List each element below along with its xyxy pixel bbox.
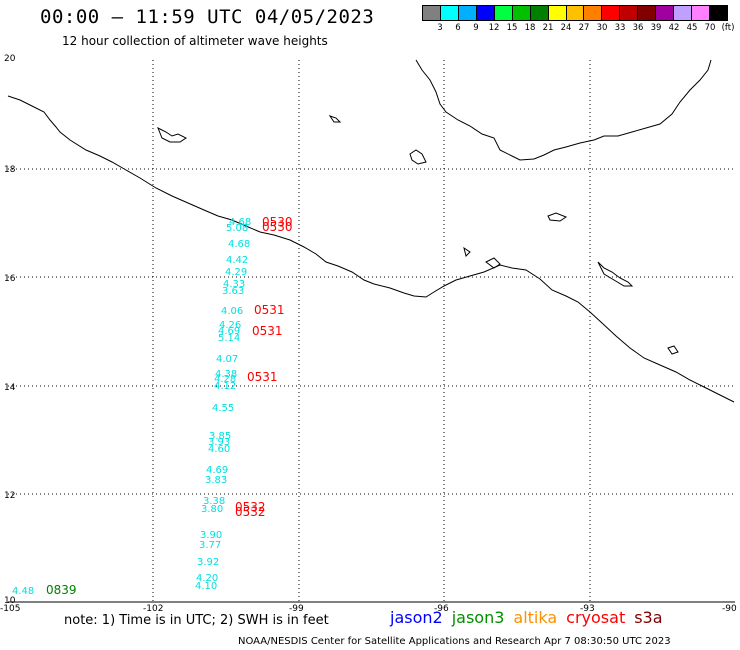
satellite-name: s3a [634, 608, 663, 627]
legend-label: (ft) [721, 23, 735, 33]
legend-swatch [494, 6, 513, 20]
pass-time-label: 0532 [235, 505, 266, 519]
pass-time-label: 0530 [262, 220, 293, 234]
legend-label: 15 [506, 23, 518, 33]
wave-height-value: 4.38 [215, 369, 237, 380]
legend-color-bar [422, 5, 728, 21]
wave-height-value: 4.68 [228, 239, 250, 250]
color-scale-legend: 3 6 9 12 15 18 21 24 27 30 33 36 39 42 45 70 (ft) [422, 5, 734, 37]
satellite-name: jason3 [451, 608, 505, 627]
wave-height-value: 4.69 [206, 465, 228, 476]
lon-tick-label: -90 [722, 604, 737, 614]
lat-tick-label: 18 [4, 165, 16, 175]
lat-tick-label: 16 [4, 274, 16, 284]
legend-swatch [620, 6, 639, 20]
legend-label: 21 [542, 23, 554, 33]
wave-height-value: 3.77 [199, 540, 221, 551]
pass-time-label: 0531 [247, 370, 278, 384]
lat-tick-label: 20 [4, 54, 16, 64]
legend-label: 30 [596, 23, 608, 33]
legend-swatch [440, 6, 459, 20]
wave-height-value: 3.90 [200, 530, 222, 541]
satellite-name: cryosat [566, 608, 626, 627]
lon-tick-label: -105 [0, 604, 20, 614]
legend-label: 9 [473, 23, 479, 33]
wave-height-value: 5.08 [226, 223, 248, 234]
lon-tick-label: -102 [143, 604, 163, 614]
satellite-name: jason2 [390, 608, 443, 627]
lon-tick-label: -96 [434, 604, 449, 614]
legend-swatch [602, 6, 621, 20]
legend-swatch [530, 6, 549, 20]
wave-height-value: 4.29 [225, 267, 247, 278]
wave-height-value: 3.63 [222, 286, 244, 297]
lat-tick-label: 14 [4, 383, 16, 393]
wave-height-value: 4.69 [218, 326, 240, 337]
legend-swatch [458, 6, 477, 20]
wave-height-value: 4.55 [212, 403, 234, 414]
coastline [7, 59, 735, 403]
pass-time-label: 0531 [254, 303, 285, 317]
legend-swatch [566, 6, 585, 20]
wave-height-value: 4.60 [208, 444, 230, 455]
pass-time-label: 0532 [235, 500, 266, 514]
pass-time-label: 0839 [46, 583, 77, 597]
wave-height-value: 4.12 [214, 381, 236, 392]
lat-tick-label: 10 [4, 596, 16, 606]
wave-height-value: 4.26 [219, 320, 241, 331]
legend-label: 36 [632, 23, 644, 33]
wave-height-value: 4.28 [214, 374, 236, 385]
pass-time-label: 0531 [252, 324, 283, 338]
satellite-name: altika [513, 608, 558, 627]
legend-label: 12 [488, 23, 500, 33]
legend-label: 42 [668, 23, 680, 33]
legend-label: 33 [614, 23, 626, 33]
wave-height-value: 3.92 [197, 557, 219, 568]
legend-label: 3 [437, 23, 443, 33]
map-grid [8, 60, 735, 602]
wave-height-value: 4.06 [221, 306, 243, 317]
wave-height-value: 5.14 [218, 333, 240, 344]
legend-swatch [656, 6, 675, 20]
wave-height-value: 3.93 [208, 437, 230, 448]
legend-swatch [423, 6, 441, 20]
credit-line: NOAA/NESDIS Center for Satellite Applica… [238, 636, 671, 647]
satellite-legend: jason2 jason3 altika cryosat s3a [390, 608, 672, 627]
pass-time-label: 0530 [262, 215, 293, 229]
legend-label: 39 [650, 23, 662, 33]
legend-swatch [692, 6, 710, 20]
legend-swatch [638, 6, 657, 20]
wave-height-value: 3.80 [201, 504, 223, 515]
legend-label: 45 [686, 23, 698, 33]
legend-label: 24 [560, 23, 572, 33]
wave-height-value: 4.07 [216, 354, 238, 365]
legend-swatch [512, 6, 531, 20]
wave-height-value: 4.48 [12, 586, 34, 597]
legend-label: 70 [704, 23, 716, 33]
page-title: 00:00 – 11:59 UTC 04/05/2023 [40, 6, 375, 28]
legend-swatch [548, 6, 567, 20]
legend-label: 27 [578, 23, 590, 33]
units-note: note: 1) Time is in UTC; 2) SWH is in fe… [64, 613, 329, 628]
wave-height-value: 3.83 [205, 475, 227, 486]
wave-height-value: 4.20 [196, 573, 218, 584]
lon-tick-label: -99 [289, 604, 304, 614]
legend-label: 6 [455, 23, 461, 33]
legend-swatch [710, 6, 727, 20]
wave-height-value: 4.10 [195, 581, 217, 592]
page-subtitle: 12 hour collection of altimeter wave hei… [62, 34, 328, 48]
legend-label: 18 [524, 23, 536, 33]
wave-height-value: 3.38 [203, 496, 225, 507]
wave-height-value: 4.42 [226, 255, 248, 266]
wave-height-value: 3.85 [209, 431, 231, 442]
lon-tick-label: -93 [580, 604, 595, 614]
lat-tick-label: 12 [4, 491, 15, 501]
wave-height-value: 4.68 [229, 217, 251, 228]
legend-labels: 3 6 9 12 15 18 21 24 27 30 33 36 39 42 45 70 (ft) [422, 21, 734, 35]
legend-swatch [476, 6, 495, 20]
legend-swatch [584, 6, 603, 20]
wave-height-value: 4.33 [223, 279, 245, 290]
legend-swatch [674, 6, 693, 20]
